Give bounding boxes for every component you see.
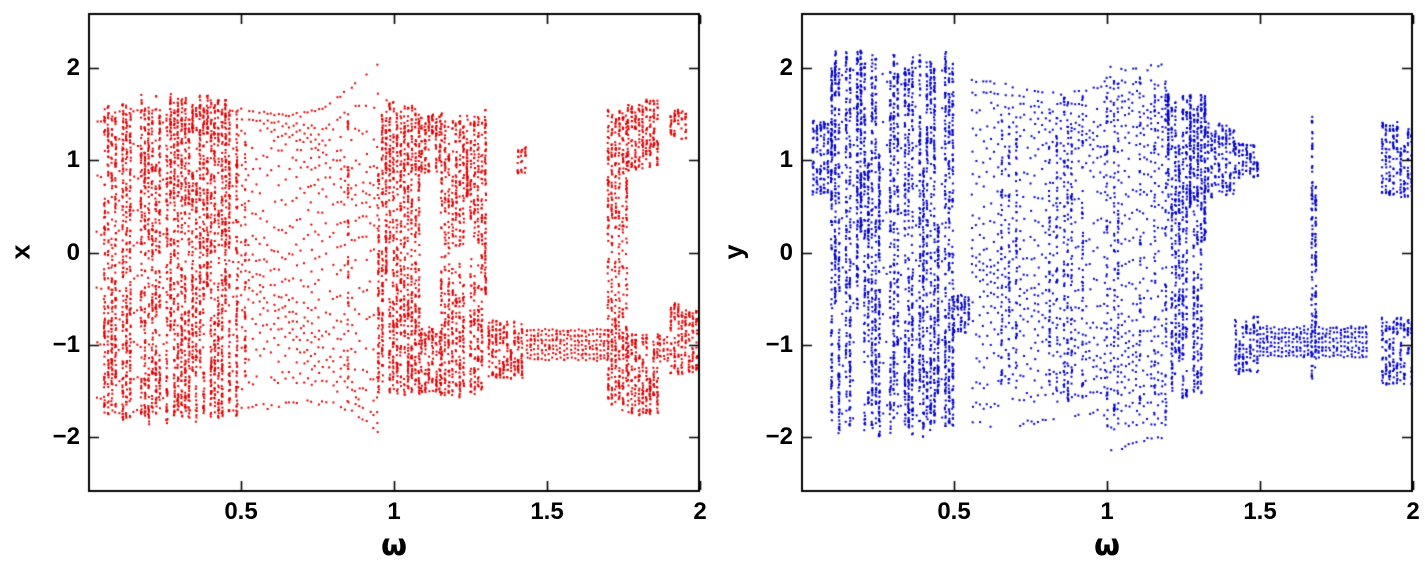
x-axis-label-omega-left: ω [380, 528, 408, 563]
y-vs-omega-plot-canvas [713, 0, 1425, 564]
x-tick-label: 1 [387, 498, 401, 525]
x-tick-label: 2 [693, 498, 707, 525]
x-vs-omega-plot-canvas [0, 0, 712, 564]
bifurcation-panel-x: x ω 0.5 1 1.5 2 −2 −1 0 1 2 [0, 0, 712, 564]
x-tick-label: 0.5 [224, 498, 258, 525]
y-tick-label: 2 [66, 54, 80, 82]
x-tick-label: 2 [1406, 498, 1420, 525]
x-tick-label: 1.5 [530, 498, 564, 525]
x-tick-label: 1 [1100, 498, 1114, 525]
y-tick-label: 0 [66, 238, 80, 266]
y-tick-label: 1 [66, 146, 80, 174]
y-tick-label: −1 [765, 330, 793, 358]
y-tick-label: −2 [52, 422, 80, 450]
y-tick-label: 0 [779, 238, 793, 266]
bifurcation-panel-y: y ω 0.5 1 1.5 2 −2 −1 0 1 2 [713, 0, 1425, 564]
x-tick-label: 1.5 [1243, 498, 1277, 525]
y-tick-label: −1 [52, 330, 80, 358]
x-axis-label-omega-right: ω [1093, 528, 1121, 563]
x-tick-label: 0.5 [937, 498, 971, 525]
y-tick-label: −2 [765, 422, 793, 450]
y-tick-label: 2 [779, 54, 793, 82]
y-tick-label: 1 [779, 146, 793, 174]
